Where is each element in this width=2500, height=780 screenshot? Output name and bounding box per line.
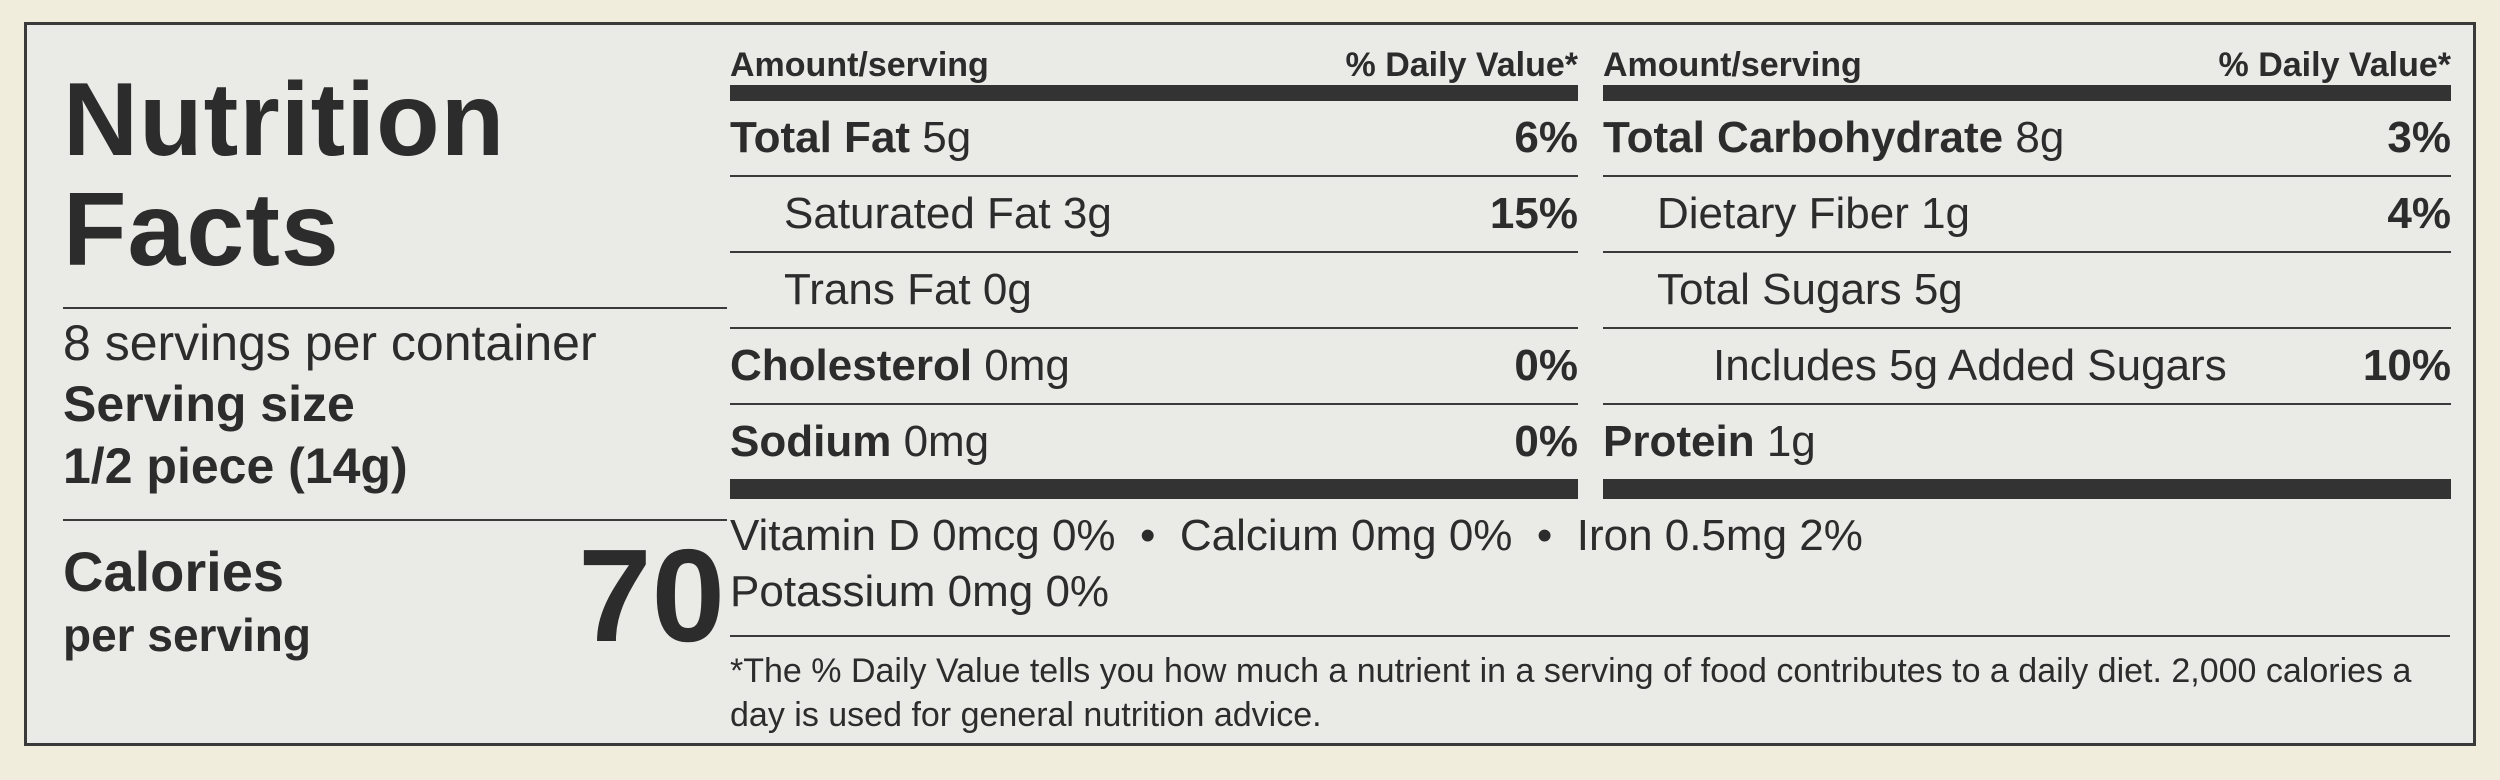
nutrient-name: Total Fat [730, 113, 911, 162]
header-amount: Amount/serving [1603, 46, 1862, 84]
nutrient-dv: 4% [2387, 189, 2451, 238]
nutrient-row-saturated-fat: Saturated Fat 3g 15% [730, 177, 1578, 253]
nutrient-column-left: Amount/serving % Daily Value* Total Fat … [730, 37, 1578, 499]
nutrient-row-cholesterol: Cholesterol 0mg 0% [730, 329, 1578, 405]
calories-sub: per serving [63, 609, 311, 661]
nutrient-amount: 1g [1921, 189, 1971, 238]
calories-label: Calories [63, 540, 284, 603]
nutrient-amount: 3g [1062, 189, 1112, 238]
nutrient-name: Dietary Fiber [1657, 189, 1909, 238]
divider-bar [1603, 85, 2451, 101]
nutrient-amount: 0mg [984, 341, 1070, 390]
nutrition-facts-label: Nutrition Facts 8 servings per container… [24, 22, 2476, 746]
nutrient-dv: 0% [1514, 417, 1578, 466]
nutrient-amount: 0mg [903, 417, 990, 466]
header-dv: % Daily Value* [1345, 46, 1578, 84]
label-summary: Nutrition Facts 8 servings per container… [63, 43, 727, 681]
divider [730, 635, 2450, 637]
nutrient-column-right: Amount/serving % Daily Value* Total Carb… [1603, 37, 2451, 499]
nutrient-row-total-carbohydrate: Total Carbohydrate 8g 3% [1603, 101, 2451, 177]
column-header: Amount/serving % Daily Value* [1603, 37, 2451, 85]
nutrient-row-sodium: Sodium 0mg 0% [730, 405, 1578, 479]
title-line1: Nutrition [63, 62, 506, 178]
nutrient-name: Total Carbohydrate [1603, 113, 2004, 162]
vitamins-line1: Vitamin D 0mcg 0% • Calcium 0mg 0% • Iro… [730, 511, 1863, 560]
divider [63, 307, 727, 309]
title-line2: Facts [63, 172, 340, 288]
nutrient-amount: 5g [1913, 265, 1963, 314]
daily-value-footnote: *The % Daily Value tells you how much a … [730, 652, 2412, 734]
calories-value: 70 [578, 522, 725, 669]
nutrient-amount: 8g [2015, 113, 2065, 162]
nutrient-row-trans-fat: Trans Fat 0g [730, 253, 1578, 329]
calories-block: Calories per serving 70 [63, 521, 727, 681]
nutrient-amount: 1g [1766, 417, 1816, 466]
nutrient-name: Total Sugars [1657, 265, 1902, 314]
nutrient-amount: 5g [922, 113, 972, 162]
vitamins-minerals: Vitamin D 0mcg 0% • Calcium 0mg 0% • Iro… [730, 508, 2450, 620]
header-amount: Amount/serving [730, 46, 989, 84]
header-dv: % Daily Value* [2218, 46, 2451, 84]
divider-bar [730, 85, 1578, 101]
nutrient-row-total-fat: Total Fat 5g 6% [730, 101, 1578, 177]
divider-bar [730, 479, 1578, 499]
divider-bar [1603, 479, 2451, 499]
nutrient-name: Sodium [730, 417, 892, 466]
nutrient-name: Cholesterol [730, 341, 973, 390]
nutrient-name: Saturated Fat [784, 189, 1051, 238]
nutrient-name: Protein [1603, 417, 1755, 466]
nutrient-dv: 3% [2387, 113, 2451, 162]
nutrient-amount: 0g [982, 265, 1032, 314]
nutrient-name: Trans Fat [784, 265, 971, 314]
nutrient-row-total-sugars: Total Sugars 5g [1603, 253, 2451, 329]
serving-size-label: Serving size [63, 376, 355, 432]
serving-size-value: 1/2 piece (14g) [63, 438, 408, 494]
servings-per-container: 8 servings per container [63, 315, 597, 371]
nutrient-dv: 0% [1514, 341, 1578, 390]
nutrient-dv: 6% [1514, 113, 1578, 162]
divider [63, 519, 727, 521]
nutrient-name: Includes 5g Added Sugars [1713, 341, 2227, 390]
nutrient-dv: 10% [2362, 341, 2451, 390]
nutrient-row-added-sugars: Includes 5g Added Sugars 10% [1603, 329, 2451, 405]
column-header: Amount/serving % Daily Value* [730, 37, 1578, 85]
nutrient-row-protein: Protein 1g [1603, 405, 2451, 479]
label-title: Nutrition Facts [63, 65, 727, 285]
vitamins-line2: Potassium 0mg 0% [730, 567, 1110, 616]
nutrient-dv: 15% [1489, 189, 1578, 238]
nutrient-row-dietary-fiber: Dietary Fiber 1g 4% [1603, 177, 2451, 253]
